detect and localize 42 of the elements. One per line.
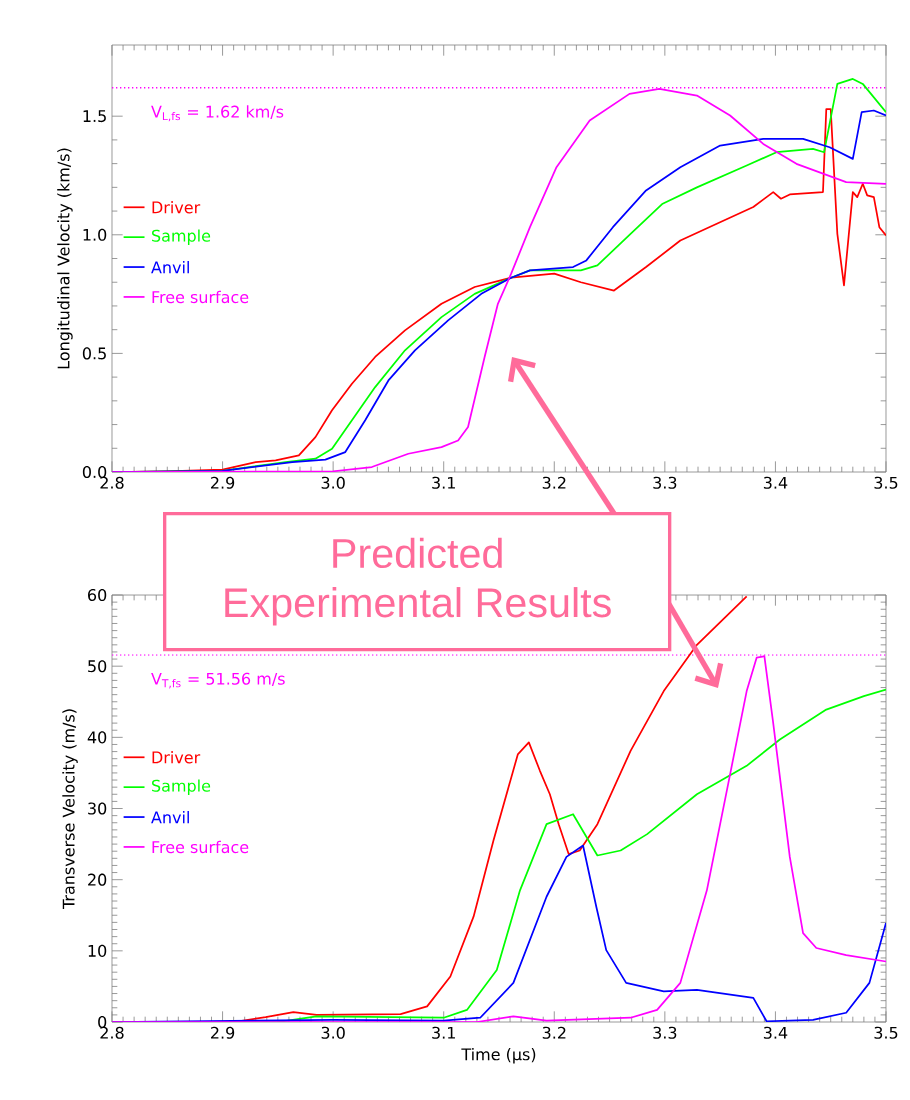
annotation: Experimental Results [225, 587, 611, 626]
ref-line-label: V$_{T,fs}$ = 51.56 m/s [151, 672, 285, 689]
x-tick-label: 3.1 [432, 1026, 455, 1039]
x-tick-label: 3.4 [763, 476, 788, 489]
text: Predicted [333, 537, 502, 569]
x-tick-label: 2.8 [100, 476, 124, 489]
y-tick-label: 0.0 [82, 465, 107, 479]
legend-label: Anvil [151, 810, 189, 824]
legend-label: Driver [152, 751, 201, 764]
legend-label: Driver [152, 201, 201, 214]
x-axis-title: Time (μs) [461, 1047, 536, 1064]
y-tick-label: 10 [88, 944, 107, 957]
legend-label: Free surface [152, 290, 249, 304]
x-tick-label: 2.9 [211, 1026, 235, 1039]
y-tick-label: 50 [88, 660, 107, 673]
y-tick-label: 0.5 [82, 347, 106, 360]
ref-line-label: V$_{L,fs}$ = 1.62 km/s [151, 105, 284, 122]
legend-label: Sample [152, 229, 211, 245]
legend-label: Anvil [151, 260, 189, 274]
y-axis-title: Longitudinal Velocity (km/s) [57, 148, 73, 369]
x-tick-label: 3.5 [874, 1026, 898, 1039]
x-tick-label: 3.3 [653, 1026, 677, 1039]
x-tick-label: 3.3 [653, 476, 677, 489]
y-tick-label: 1.5 [83, 110, 106, 123]
y-axis-title: Transverse Velocity (m/s) [62, 709, 78, 910]
y-tick-label: 20 [88, 873, 107, 886]
x-tick-label: 2.8 [100, 1026, 124, 1039]
x-tick-label: 3.1 [432, 476, 455, 489]
y-tick-label: 1.0 [83, 228, 107, 241]
x-tick-label: 3.4 [763, 1026, 788, 1039]
y-tick-label: 30 [88, 802, 107, 815]
legend-label: Free surface [152, 840, 249, 854]
y-tick-label: 60 [88, 588, 107, 602]
x-tick-label: 2.9 [211, 476, 235, 489]
x-tick-label: 3.2 [542, 476, 566, 489]
y-tick-label: 40 [87, 731, 107, 744]
x-tick-label: 3.0 [321, 1026, 345, 1039]
legend-label: Sample [152, 779, 211, 795]
x-tick-label: 3.2 [542, 1026, 566, 1039]
x-tick-label: 3.5 [874, 476, 898, 489]
y-tick-label: 0 [98, 1015, 107, 1029]
x-tick-label: 3.0 [321, 476, 345, 489]
